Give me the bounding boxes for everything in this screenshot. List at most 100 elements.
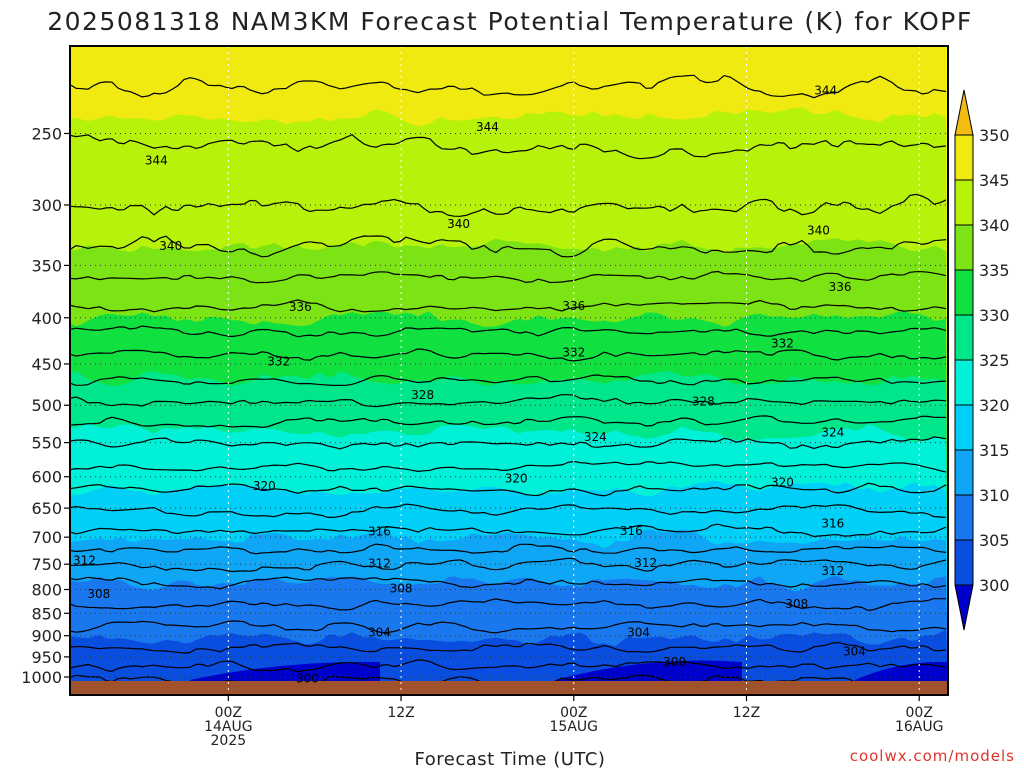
isentrope-328 xyxy=(70,393,947,408)
y-tick-label: 700 xyxy=(31,528,62,547)
colorbar: 300 305 310 315 320 325 330 335 340 345 350 xyxy=(954,89,1010,631)
x-axis-label: Forecast Time (UTC) xyxy=(415,749,606,768)
colorbar-swatch xyxy=(954,449,974,496)
colorbar-label: 335 xyxy=(979,261,1010,280)
y-tick-label: 500 xyxy=(31,396,62,415)
colorbar-arrow-top xyxy=(954,89,974,136)
contour-label: 336 xyxy=(289,300,312,314)
colorbar-swatch xyxy=(954,404,974,451)
contour-label: 344 xyxy=(476,120,499,134)
contour-label: 336 xyxy=(829,280,852,294)
isentrope-340 xyxy=(70,235,947,258)
contour-label: 308 xyxy=(390,582,413,596)
x-tick-label: 12Z xyxy=(733,705,760,721)
colorbar-arrow-bottom xyxy=(954,584,974,631)
contour-label: 332 xyxy=(771,336,794,350)
isentrope-310 xyxy=(70,576,947,590)
contour-label: 332 xyxy=(562,345,585,359)
contour-label: 344 xyxy=(814,83,837,97)
color-fill-layer xyxy=(70,46,948,695)
contour-label: 312 xyxy=(73,554,96,568)
contour-label: 344 xyxy=(145,154,168,168)
contour-label: 308 xyxy=(87,587,110,601)
colorbar-swatch xyxy=(954,269,974,316)
chart-title: 2025081318 NAM3KM Forecast Potential Tem… xyxy=(47,7,973,36)
contour-label: 312 xyxy=(821,564,844,578)
colorbar-swatch xyxy=(954,359,974,406)
isentrope-312 xyxy=(70,557,947,573)
x-tick-label: 14AUG xyxy=(204,719,253,735)
contour-label: 312 xyxy=(368,557,391,571)
isentrope-320 xyxy=(70,482,947,497)
contour-label: 316 xyxy=(620,524,643,538)
contour-label: 304 xyxy=(368,626,391,640)
y-tick-label: 600 xyxy=(31,468,62,487)
isentrope-316 xyxy=(70,523,947,538)
isentrope-330 xyxy=(70,374,947,386)
colorbar-swatch xyxy=(954,494,974,541)
colorbar-label: 340 xyxy=(979,216,1010,235)
contour-label: 300 xyxy=(663,655,686,669)
colorbar-label: 330 xyxy=(979,306,1010,325)
y-tick-label: 350 xyxy=(31,256,62,275)
contour-label: 328 xyxy=(692,394,715,408)
colorbar-swatch xyxy=(954,134,974,181)
contour-label: 304 xyxy=(843,644,866,658)
isentrope-304 xyxy=(70,641,947,654)
x-tick-label: 16AUG xyxy=(895,719,944,735)
y-axis: 250 300 350 400 450 500 550 600 650 700 750 800 850 9… xyxy=(21,124,70,687)
x-tick-label: 00Z xyxy=(560,705,587,721)
colorbar-swatch xyxy=(954,314,974,361)
ground-layer xyxy=(70,681,948,695)
contour-labels: 344 344 344 340 340 340 336 336 336 332 332 332 328 3… xyxy=(73,83,866,685)
y-tick-label: 750 xyxy=(31,555,62,574)
contour-label: 336 xyxy=(562,299,585,313)
contour-label: 324 xyxy=(821,426,844,440)
watermark: coolwx.com/models xyxy=(850,747,1015,765)
contour-label: 312 xyxy=(634,556,657,570)
y-tick-label: 950 xyxy=(31,648,62,667)
colorbar-label: 305 xyxy=(979,531,1010,550)
contour-label: 320 xyxy=(771,476,794,490)
x-tick-label: 00Z xyxy=(215,705,242,721)
isentrope-322 xyxy=(70,460,947,473)
isentrope-302 xyxy=(70,659,947,673)
y-tick-label: 250 xyxy=(31,124,62,143)
isentrope-334 xyxy=(70,325,947,338)
y-tick-label: 400 xyxy=(31,309,62,328)
colorbar-label: 320 xyxy=(979,396,1010,415)
x-tick-label: 2025 xyxy=(211,733,247,749)
contour-label: 320 xyxy=(505,472,528,486)
contour-label: 328 xyxy=(411,388,434,402)
y-tick-label: 450 xyxy=(31,355,62,374)
x-tick-label: 00Z xyxy=(906,705,933,721)
y-tick-label: 300 xyxy=(31,196,62,215)
y-tick-label: 900 xyxy=(31,627,62,646)
colorbar-label: 345 xyxy=(979,171,1010,190)
colorbar-label: 310 xyxy=(979,486,1010,505)
colorbar-swatch xyxy=(954,539,974,586)
x-tick-label: 15AUG xyxy=(550,719,599,735)
y-tick-label: 1000 xyxy=(21,668,62,687)
contour-label: 340 xyxy=(159,239,182,253)
contour-label: 332 xyxy=(267,354,290,368)
y-tick-label: 850 xyxy=(31,604,62,623)
colorbar-swatch xyxy=(954,179,974,226)
isentrope-326 xyxy=(70,415,946,428)
isentrope-332 xyxy=(70,348,947,362)
y-tick-label: 650 xyxy=(31,499,62,518)
colorbar-label: 350 xyxy=(979,126,1010,145)
colorbar-swatch xyxy=(954,224,974,271)
isentrope-338 xyxy=(70,270,947,284)
colorbar-label: 325 xyxy=(979,351,1010,370)
grid-layer xyxy=(70,46,948,695)
contour-label: 316 xyxy=(368,525,391,539)
isentrope-308 xyxy=(70,597,947,612)
isentrope-306 xyxy=(70,620,947,634)
contour-label: 340 xyxy=(447,217,470,231)
ground-strip xyxy=(70,681,948,695)
isentrope-314 xyxy=(70,543,947,555)
plot-frame xyxy=(69,45,949,696)
